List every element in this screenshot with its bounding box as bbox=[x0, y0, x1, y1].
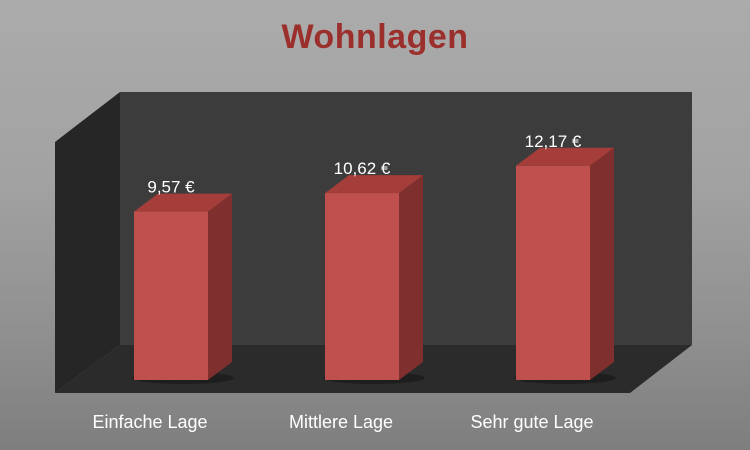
bar bbox=[516, 165, 590, 380]
side-wall bbox=[55, 92, 120, 393]
data-label: 12,17 € bbox=[525, 132, 582, 151]
category-label: Sehr gute Lage bbox=[470, 412, 593, 432]
bar-side bbox=[590, 147, 614, 380]
chart-title: Wohnlagen bbox=[281, 18, 469, 56]
bar-side bbox=[208, 193, 232, 380]
bar bbox=[134, 211, 208, 380]
bar-side bbox=[399, 175, 423, 380]
data-label: 10,62 € bbox=[334, 159, 391, 178]
bars-layer bbox=[132, 147, 616, 384]
bar bbox=[325, 193, 399, 380]
bar-top bbox=[325, 175, 423, 194]
category-label: Mittlere Lage bbox=[289, 412, 393, 432]
bar-top bbox=[516, 147, 614, 166]
data-label: 9,57 € bbox=[147, 178, 195, 197]
labels-layer: 9,57 € Einfache Lage 10,62 € Mittlere Lage 1… bbox=[92, 132, 593, 432]
bar-top bbox=[134, 193, 232, 212]
category-label: Einfache Lage bbox=[92, 412, 207, 432]
